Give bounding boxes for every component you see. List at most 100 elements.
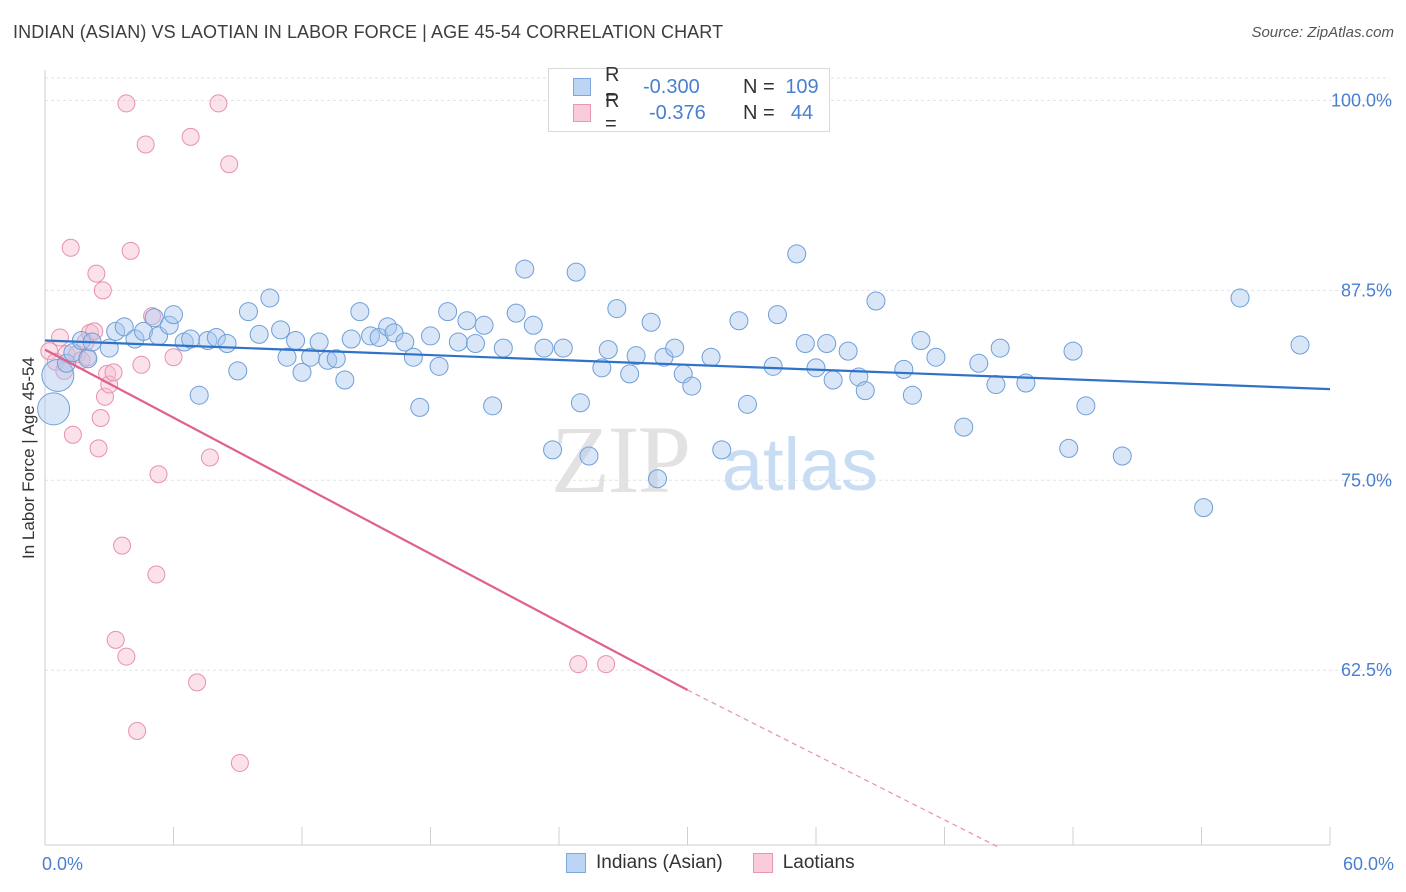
indian-point	[37, 392, 71, 426]
indian-point	[543, 440, 563, 460]
laotian-point	[113, 536, 132, 555]
trend-lines	[44, 339, 1331, 849]
indian-point	[326, 349, 346, 369]
indian-point	[926, 347, 946, 367]
indian-point	[395, 332, 415, 352]
laotian-point	[230, 753, 249, 772]
laotian-point	[188, 673, 207, 692]
r-value: -0.376	[649, 101, 706, 124]
indian-point	[134, 321, 154, 341]
r-value: -0.300	[643, 75, 700, 98]
laotian-point	[61, 238, 80, 257]
laotian-point	[104, 363, 123, 382]
indian-point	[665, 338, 685, 358]
indian-point	[954, 417, 974, 437]
x-tick-label: 60.0%	[1343, 854, 1394, 874]
indian-point	[465, 334, 485, 354]
indian-point	[729, 311, 749, 331]
laotian-point	[93, 281, 112, 300]
indian-point	[277, 347, 297, 367]
watermark: ZIP atlas	[551, 406, 878, 513]
indian-point	[1290, 335, 1310, 355]
laotian-point	[106, 630, 125, 649]
indian-point	[701, 347, 721, 367]
indian-point	[350, 302, 370, 322]
laotian-point	[128, 722, 147, 741]
laotian-point	[89, 439, 108, 458]
indian-point	[1230, 288, 1250, 308]
indian-point	[763, 356, 783, 376]
indian-point	[260, 288, 280, 308]
r-label: R =	[605, 90, 620, 135]
indian-point	[626, 346, 646, 366]
indian-point	[986, 375, 1006, 395]
indian-point	[403, 347, 423, 367]
laotian-point	[164, 348, 183, 367]
legend-swatch-pink	[752, 853, 773, 873]
indian-point	[421, 326, 440, 346]
indian-point	[292, 362, 312, 382]
legend-row-indians: R = -0.300 N = 109	[573, 64, 825, 109]
legend-item-indians: Indians (Asian)	[566, 852, 723, 874]
indians-points	[37, 244, 1310, 518]
indian-point	[969, 353, 989, 373]
indian-point	[795, 334, 815, 354]
indian-point	[1063, 341, 1083, 361]
indian-point	[493, 338, 513, 358]
legend-swatch-blue	[573, 78, 591, 96]
indian-point	[534, 338, 554, 358]
y-axis-label: In Labor Force | Age 45-54	[19, 357, 38, 559]
indian-point	[341, 329, 361, 349]
laotian-point	[597, 655, 616, 674]
n-label: N =	[743, 101, 775, 124]
indian-point	[483, 396, 503, 416]
laotian-point	[121, 241, 140, 260]
indian-point	[271, 320, 291, 340]
indian-point	[114, 317, 134, 337]
legend-row-laotians: R = -0.376 N = 44	[573, 90, 825, 135]
grid	[45, 77, 1390, 671]
indian-point	[506, 303, 526, 323]
indian-point	[164, 305, 183, 325]
indian-point	[1076, 396, 1096, 416]
indian-point	[806, 358, 826, 378]
indian-point	[410, 397, 430, 417]
indian-point	[838, 341, 858, 361]
indian-point	[598, 340, 618, 360]
y-tick-label: 62.5%	[1341, 660, 1392, 680]
axes	[44, 70, 1331, 846]
laotians-points	[40, 94, 616, 772]
indian-point	[553, 338, 573, 358]
indians-trend-line	[44, 339, 1331, 391]
indian-point	[823, 370, 843, 390]
indian-point	[474, 315, 494, 335]
indian-point	[286, 330, 306, 350]
series-legend: Indians (Asian) Laotians	[566, 852, 885, 874]
laotian-point	[117, 647, 136, 666]
indian-point	[620, 364, 640, 384]
indian-point	[566, 262, 586, 282]
indian-point	[1059, 438, 1079, 458]
n-label: N =	[743, 75, 775, 98]
legend-label-indians: Indians (Asian)	[596, 852, 723, 873]
indian-point	[767, 305, 787, 325]
chart-title: INDIAN (ASIAN) VS LAOTIAN IN LABOR FORCE…	[13, 22, 724, 42]
laotian-point	[91, 408, 110, 427]
indian-point	[682, 376, 702, 396]
indian-point	[309, 332, 329, 352]
n-value: 44	[790, 101, 814, 124]
indian-point	[1112, 446, 1132, 466]
indian-point	[189, 385, 209, 405]
laotian-point	[209, 94, 228, 113]
laotian-point	[132, 355, 151, 374]
y-tick-label: 87.5%	[1341, 280, 1392, 300]
indian-point	[217, 334, 237, 354]
laotians-trend-line	[44, 348, 689, 691]
legend-item-laotians: Laotians	[752, 852, 855, 874]
indian-point	[737, 394, 757, 414]
correlation-legend: R = -0.300 N = 109 R = -0.376 N = 44	[548, 64, 830, 135]
indian-point	[523, 315, 543, 335]
laotian-point	[87, 264, 106, 283]
x-tick-label: 0.0%	[42, 854, 83, 874]
